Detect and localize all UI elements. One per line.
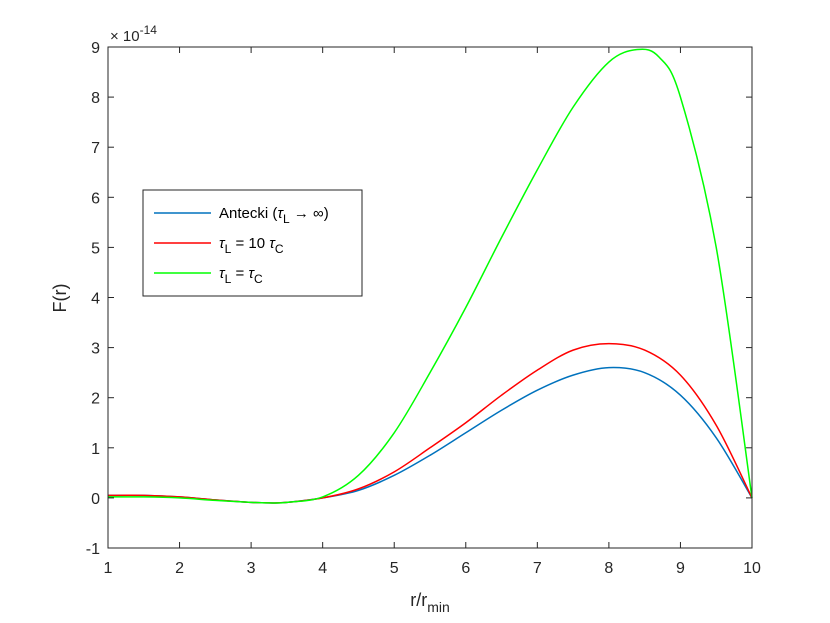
x-tick-label: 5 (390, 560, 399, 577)
x-tick-label: 10 (743, 560, 761, 577)
legend-entry-tau-l-tau-c: τL = τC (154, 265, 263, 286)
x-tick-label: 4 (318, 560, 327, 577)
y-tick-label: 3 (91, 341, 100, 358)
x-tick-label: 1 (104, 560, 113, 577)
tick-layer: 1 2 3 4 5 6 7 8 9 10 -1 0 1 2 3 4 5 6 7 8 9 (86, 40, 761, 577)
x-axis-title: r/rmin (410, 590, 450, 615)
x-tick-label: 8 (604, 560, 613, 577)
plot-area (108, 47, 752, 548)
x-tick-label: 6 (461, 560, 470, 577)
x-tick-label: 2 (175, 560, 184, 577)
y-tick-label: 9 (91, 40, 100, 57)
x-axis-title-main: r/r (410, 590, 427, 610)
x-tick-label: 3 (247, 560, 256, 577)
y-tick-label: 4 (91, 291, 100, 308)
y-tick-label: 7 (91, 140, 100, 157)
y-axis-title: F(r) (50, 284, 70, 313)
legend-label-tau-l-10-tau-c: τL = 10 τC (219, 235, 284, 256)
y-tick-label: 0 (91, 491, 100, 508)
legend: Antecki (τL → ∞) τL = 10 τC τL = τC (142, 189, 363, 297)
exponent-value: -14 (140, 23, 158, 37)
y-tick-label: -1 (86, 541, 100, 558)
legend-label-antecki: Antecki (τL → ∞) (219, 205, 329, 226)
y-tick-label: 2 (91, 391, 100, 408)
y-tick-label: 5 (91, 240, 100, 257)
x-tick-label: 7 (533, 560, 542, 577)
series-line-2 (107, 48, 753, 504)
y-tick-label: 8 (91, 90, 100, 107)
legend-label-tau-l-tau-c: τL = τC (219, 265, 263, 286)
series-layer (107, 48, 753, 504)
y-tick-label: 1 (91, 441, 100, 458)
exponent-prefix: × 10 (110, 28, 140, 45)
legend-entry-antecki: Antecki (τL → ∞) (154, 205, 329, 226)
y-tick-label: 6 (91, 190, 100, 207)
legend-entry-tau-l-10-tau-c: τL = 10 τC (154, 235, 284, 256)
exponent-label: × 10-14 (110, 23, 157, 45)
x-axis-title-sub: min (427, 599, 450, 615)
x-tick-label: 9 (676, 560, 685, 577)
